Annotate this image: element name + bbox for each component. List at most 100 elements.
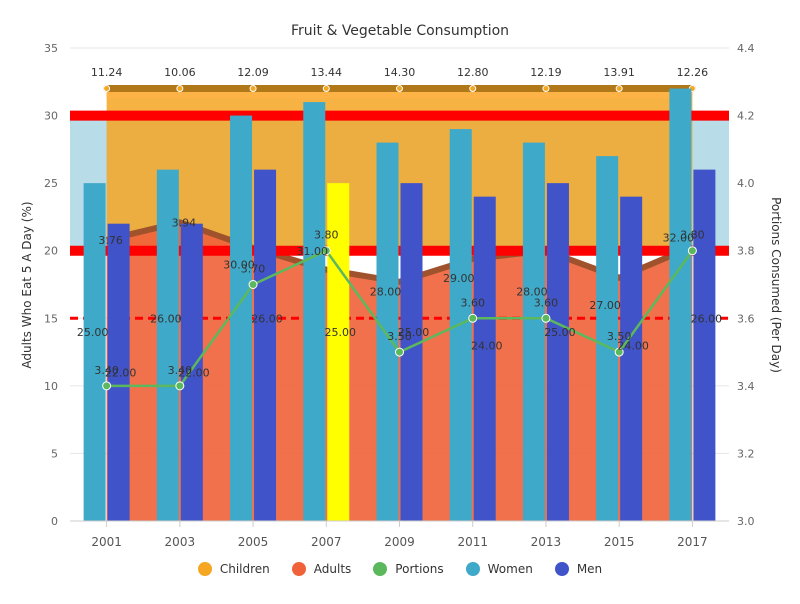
children-point (322, 85, 330, 93)
y2-tick-label: 3.0 (737, 515, 755, 528)
y2-tick-label: 3.4 (737, 380, 755, 393)
portions-data-label: 3.60 (534, 296, 559, 309)
legend-swatch-portions (373, 562, 388, 576)
y2-tick-label: 3.2 (737, 447, 755, 460)
men-bar (473, 196, 496, 521)
y-tick-label: 0 (51, 515, 58, 528)
children-data-label: 11.24 (91, 66, 123, 79)
portions-point (395, 347, 404, 357)
portions-point (102, 381, 112, 391)
men-bar (546, 183, 569, 521)
women-data-label: 26.00 (150, 312, 182, 325)
legend-label-women: Women (487, 562, 533, 576)
legend-item-portions[interactable]: Portions (373, 562, 444, 576)
portions-data-label: 3.50 (387, 330, 412, 343)
women-data-label: 31.00 (297, 245, 329, 258)
legend-item-children[interactable]: Children (197, 562, 270, 576)
women-data-label: 30.00 (223, 258, 255, 271)
x-tick-label: 2001 (91, 535, 122, 549)
portions-point (541, 313, 551, 323)
men-data-label: 26.00 (251, 312, 283, 325)
legend-item-adults[interactable]: Adults (291, 562, 352, 576)
men-data-label: 22.00 (178, 366, 210, 379)
portions-point (175, 381, 185, 391)
children-point (469, 85, 477, 93)
children-point (103, 85, 111, 93)
adults-data-label: 3.76 (98, 234, 123, 247)
x-tick-label: 2009 (384, 535, 415, 549)
women-bar (376, 142, 399, 521)
women-bar (522, 142, 545, 521)
children-point (396, 85, 403, 93)
chart-legend: Children Adults Portions Women Men (0, 562, 800, 576)
women-data-label: 28.00 (516, 285, 548, 298)
x-tick-label: 2017 (677, 535, 708, 549)
children-data-label: 13.44 (311, 66, 343, 79)
legend-label-adults: Adults (313, 562, 352, 576)
children-point (176, 85, 184, 93)
women-bar (230, 115, 253, 522)
children-data-label: 12.19 (530, 66, 562, 79)
legend-swatch-women (465, 562, 480, 576)
legend-item-women[interactable]: Women (465, 562, 533, 576)
men-bar (107, 223, 130, 521)
women-bar (303, 102, 326, 522)
y2-tick-label: 4.4 (737, 42, 755, 55)
y-tick-label: 10 (44, 380, 58, 393)
x-tick-label: 2013 (531, 535, 562, 549)
men-bar (620, 196, 643, 521)
portions-data-label: 3.40 (94, 364, 119, 377)
y-tick-label: 5 (51, 447, 58, 460)
women-data-label: 28.00 (370, 285, 402, 298)
men-bar (400, 183, 423, 521)
y-axis-label: Adults Who Eat 5 A Day (%) (20, 201, 34, 368)
legend-item-men[interactable]: Men (554, 562, 602, 576)
x-tick-label: 2015 (604, 535, 635, 549)
women-bar (83, 183, 106, 521)
portions-data-label: 3.80 (680, 229, 705, 242)
x-tick-label: 2007 (311, 535, 342, 549)
legend-swatch-men (554, 562, 569, 576)
y-tick-label: 20 (44, 245, 58, 258)
men-data-label: 24.00 (617, 339, 649, 352)
y-tick-label: 15 (44, 312, 58, 325)
legend-label-portions: Portions (395, 562, 444, 576)
women-bar (596, 156, 619, 521)
adults-data-label: 3.94 (172, 216, 197, 229)
portions-data-label: 3.50 (607, 330, 632, 343)
women-bar (156, 169, 179, 521)
men-data-label: 24.00 (471, 339, 503, 352)
women-data-label: 27.00 (589, 299, 621, 312)
x-tick-label: 2005 (238, 535, 269, 549)
children-data-label: 12.80 (457, 66, 489, 79)
children-point (615, 85, 623, 93)
adults-area (106, 222, 693, 521)
children-data-label: 13.91 (603, 66, 635, 79)
women-data-label: 29.00 (443, 272, 475, 285)
legend-label-children: Children (219, 562, 270, 576)
legend-swatch-adults (291, 562, 306, 576)
y2-axis-label: Portions Consumed (Per Day) (769, 197, 783, 373)
portions-data-label: 3.60 (460, 296, 485, 309)
y2-tick-label: 4.2 (737, 110, 755, 123)
y2-tick-label: 3.8 (737, 245, 755, 258)
women-bar (669, 88, 692, 522)
x-tick-label: 2011 (457, 535, 488, 549)
men-bar (254, 169, 277, 521)
y-tick-label: 35 (44, 42, 58, 55)
men-data-label: 25.00 (544, 326, 576, 339)
children-data-label: 14.30 (384, 66, 416, 79)
women-data-label: 25.00 (77, 326, 109, 339)
chart-title: Fruit & Vegetable Consumption (291, 23, 509, 39)
portions-point (614, 347, 624, 357)
men-data-label: 22.00 (105, 366, 137, 379)
portions-data-label: 3.80 (314, 229, 339, 242)
portions-point (248, 280, 258, 289)
x-tick-label: 2003 (165, 535, 196, 549)
children-data-label: 12.09 (237, 66, 269, 79)
y-tick-label: 25 (44, 177, 58, 190)
men-bar (693, 169, 716, 521)
portions-point (687, 246, 697, 256)
